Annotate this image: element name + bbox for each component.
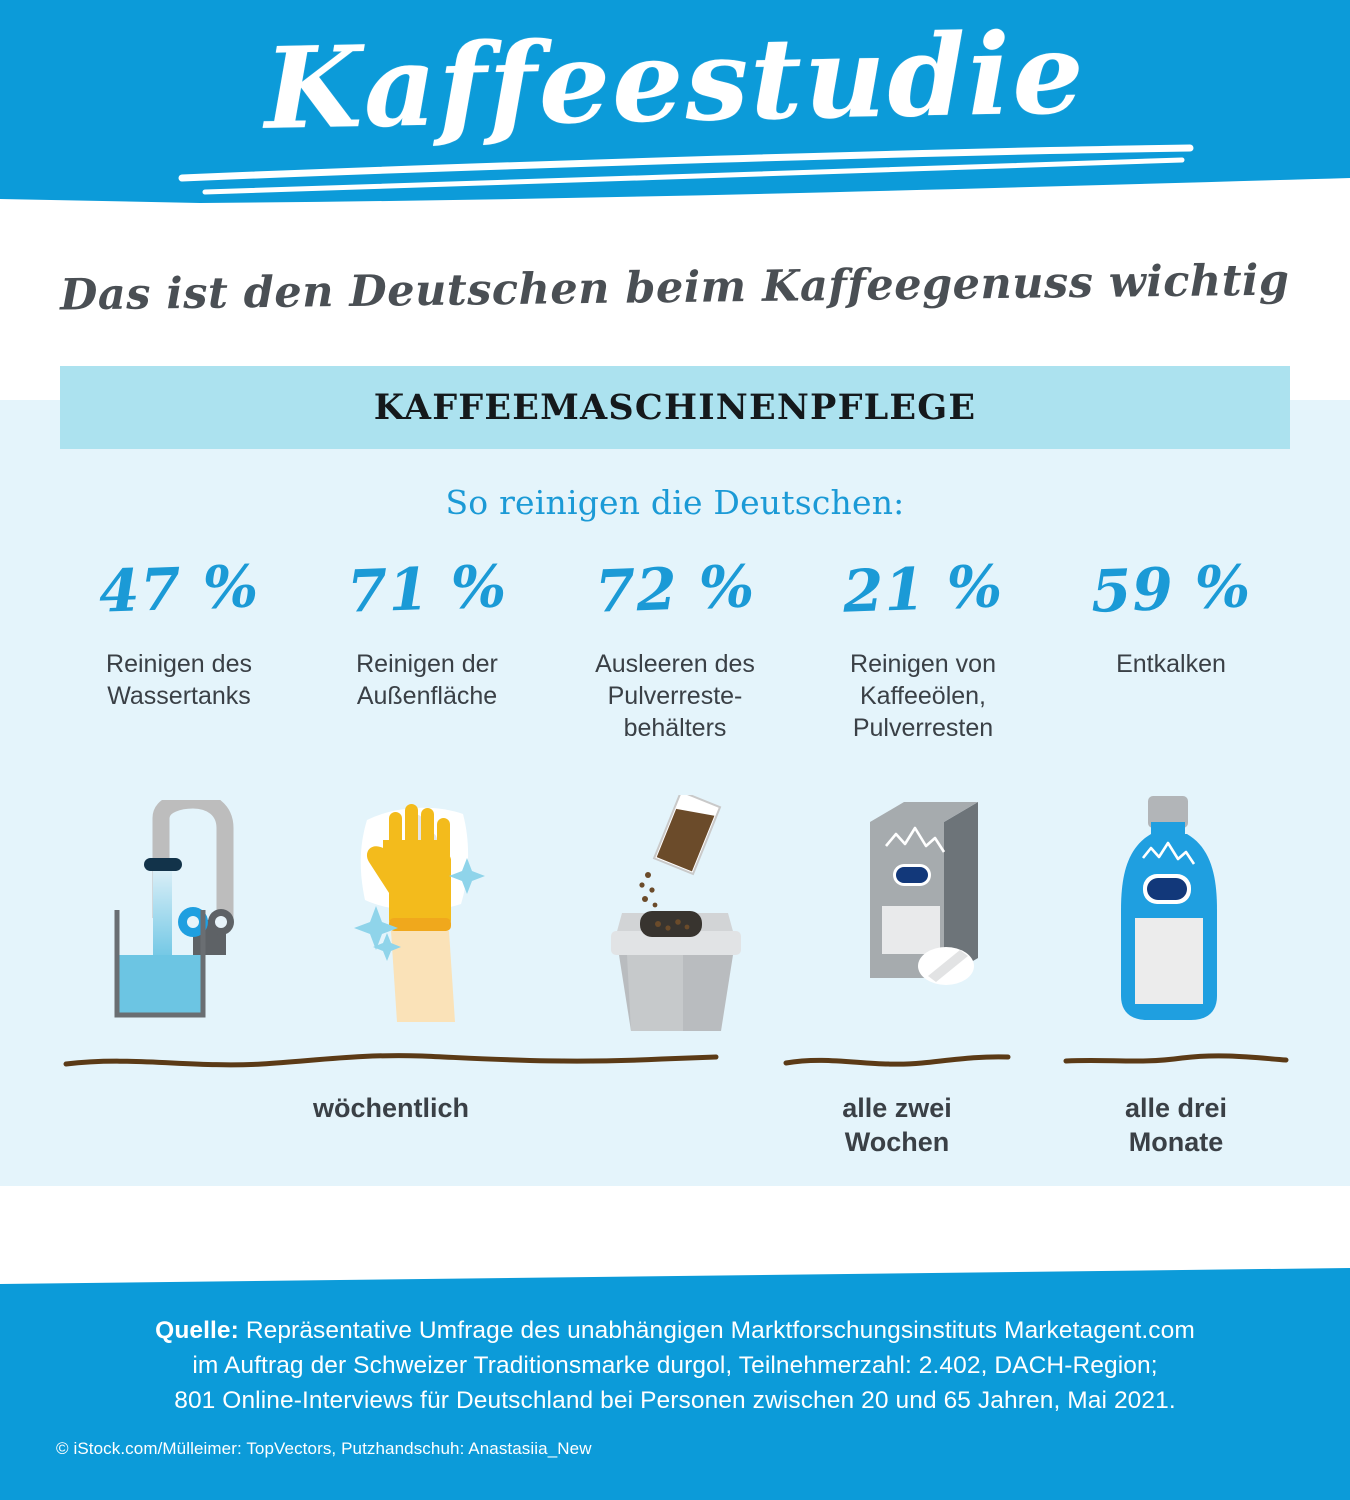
page-subtitle: Das ist den Deutschen beim Kaffeegenuss …: [60, 255, 1290, 321]
wavy-underline-icon: [783, 1054, 1011, 1067]
title-underline-strokes: [178, 144, 1194, 195]
stat-label: Reinigen des Wassertanks: [106, 650, 252, 710]
stat-label: Reinigen von Kaffeeölen, Pulverresten: [850, 650, 996, 742]
stat-item-entkalken: 59 % Entkalken: [1047, 552, 1295, 1040]
stat-item-wassertank: 47 % Reinigen des Wassertanks: [55, 552, 303, 1040]
frequency-group-biweekly: alle zwei Wochen: [782, 1050, 1012, 1160]
source-line-1: Quelle: Repräsentative Umfrage des unabh…: [0, 1314, 1350, 1349]
header-banner: Kaffeestudie: [0, 0, 1350, 215]
stat-percent: 59 %: [1089, 552, 1253, 626]
stats-row: 47 % Reinigen des Wassertanks: [55, 552, 1295, 1040]
lead-in-text: So reinigen die Deutschen:: [445, 483, 905, 522]
section-band: KAFFEEMASCHINENPFLEGE: [60, 366, 1290, 449]
stat-item-pulverreste: 72 % Ausleeren des Pulverreste- behälter…: [551, 552, 799, 1040]
stat-percent: 21 %: [841, 552, 1005, 626]
content-panel: [0, 400, 1350, 1186]
frequency-label: wöchentlich: [312, 1093, 469, 1123]
stat-item-aussenflaeche: 71 % Reinigen der Außenfläche: [303, 552, 551, 1040]
stat-label: Reinigen der Außenfläche: [356, 650, 498, 710]
stat-label: Ausleeren des Pulverreste- behälters: [595, 650, 755, 742]
frequency-group-quarterly: alle drei Monate: [1062, 1050, 1290, 1160]
stat-label: Entkalken: [1116, 650, 1226, 678]
wavy-underline-icon: [1063, 1053, 1289, 1064]
coffee-grounds-bin-icon: [551, 790, 799, 1040]
source-text: Quelle: Repräsentative Umfrage des unabh…: [0, 1314, 1350, 1418]
cleaning-tablets-box-icon: [799, 790, 1047, 1040]
source-label: Quelle:: [155, 1317, 239, 1344]
descaler-bottle-icon: [1047, 790, 1295, 1040]
image-credit: © iStock.com/Mülleimer: TopVectors, Putz…: [56, 1439, 592, 1458]
footer-banner: Quelle: Repräsentative Umfrage des unabh…: [0, 1262, 1350, 1500]
source-line-3: 801 Online-Interviews für Deutschland be…: [174, 1386, 1176, 1414]
wavy-underline-icon: [63, 1053, 719, 1068]
frequency-label: alle zwei Wochen: [842, 1093, 952, 1157]
source-line-1-text: Repräsentative Umfrage des unabhängigen …: [238, 1317, 1195, 1344]
cleaning-glove-cloth-icon: [303, 790, 551, 1040]
subtitle-area: Das ist den Deutschen beim Kaffeegenuss …: [0, 233, 1350, 343]
stat-percent: 72 %: [593, 552, 757, 626]
stat-percent: 71 %: [345, 552, 509, 626]
footer-background-shape: [0, 1268, 1350, 1500]
frequency-row: wöchentlich alle zwei Wochen alle drei M…: [0, 1050, 1350, 1190]
faucet-water-tank-icon: [55, 790, 303, 1040]
section-title: KAFFEEMASCHINENPFLEGE: [373, 387, 977, 428]
frequency-group-weekly: wöchentlich: [62, 1050, 720, 1126]
stat-item-kaffeeoele: 21 % Reinigen von Kaffeeölen, Pulverrest…: [799, 552, 1047, 1040]
source-line-2: im Auftrag der Schweizer Traditionsmarke…: [192, 1351, 1158, 1379]
frequency-label: alle drei Monate: [1124, 1093, 1228, 1157]
stat-percent: 47 %: [97, 552, 261, 626]
